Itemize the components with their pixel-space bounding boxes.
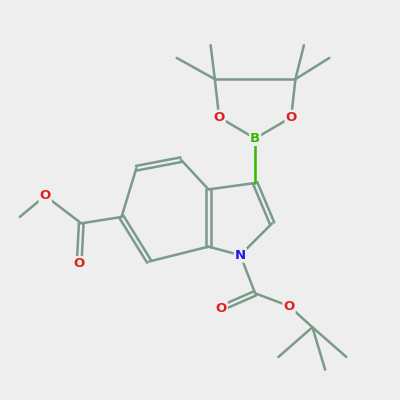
- Text: O: O: [40, 189, 51, 202]
- Text: B: B: [250, 132, 260, 145]
- Text: O: O: [216, 302, 227, 315]
- Text: O: O: [286, 111, 297, 124]
- Text: O: O: [284, 300, 295, 312]
- Text: O: O: [214, 111, 225, 124]
- Text: O: O: [74, 257, 85, 270]
- Text: N: N: [235, 249, 246, 262]
